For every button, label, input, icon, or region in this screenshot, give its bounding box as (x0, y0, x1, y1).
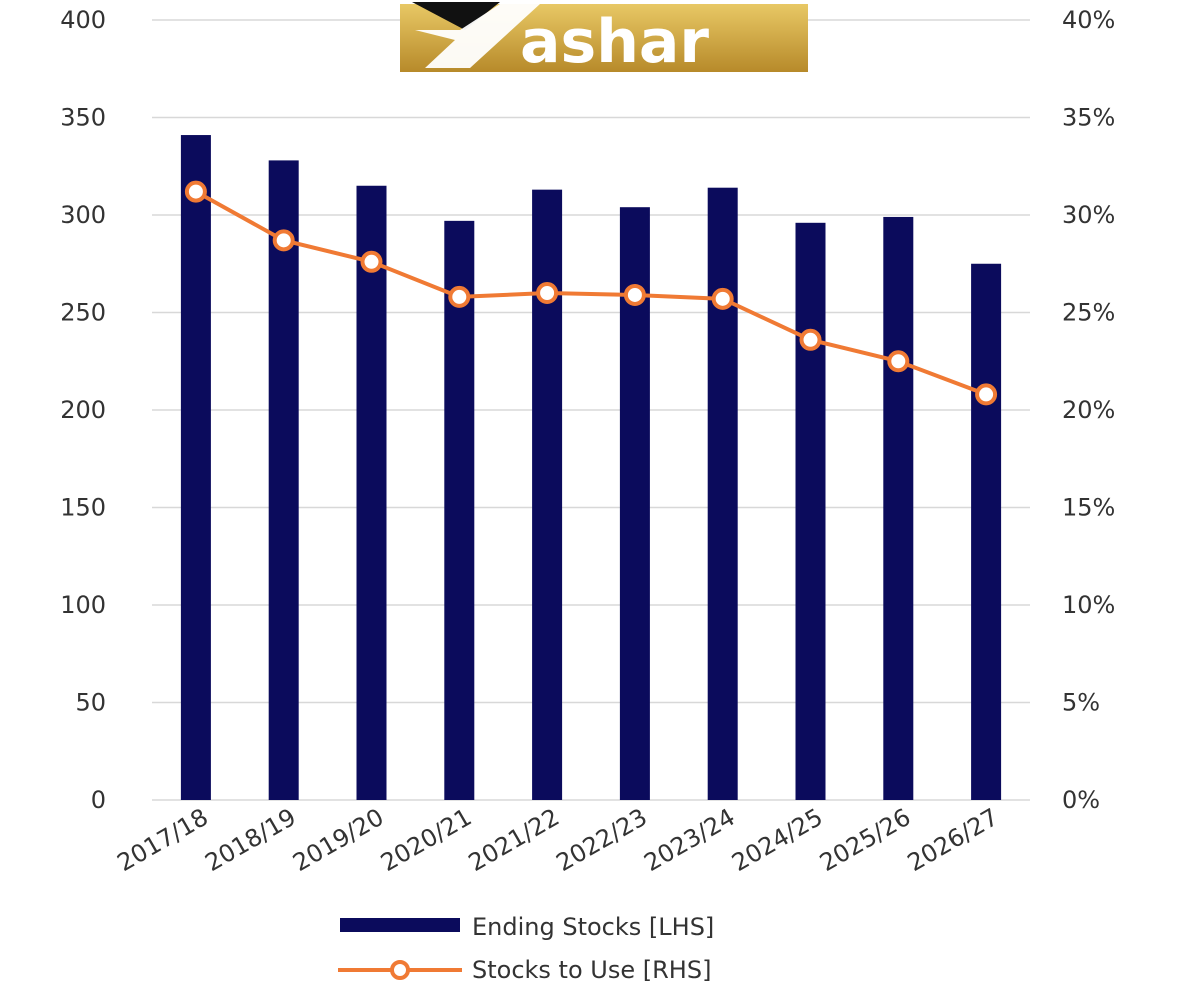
line-point (448, 285, 471, 308)
y-right-tick-label: 40% (1062, 6, 1115, 34)
y-right-tick-label: 5% (1062, 689, 1100, 717)
logo: ashar (400, 2, 808, 77)
stocks-to-use-line (194, 189, 987, 397)
legend-line-marker (390, 960, 410, 980)
line-point (623, 283, 646, 306)
line-point (975, 383, 998, 406)
bar (883, 216, 914, 800)
x-tick-label: 2017/18 (113, 803, 213, 877)
line-point (536, 282, 559, 304)
y-left-tick-label: 0 (91, 786, 106, 814)
line-point (887, 350, 910, 373)
legend: Ending Stocks [LHS] Stocks to Use [RHS] (338, 913, 714, 984)
legend-label-stocks-to-use: Stocks to Use [RHS] (472, 956, 711, 984)
y-right-tick-label: 15% (1062, 494, 1115, 522)
y-right-tick-label: 35% (1062, 104, 1115, 132)
x-tick-label: 2018/19 (200, 803, 300, 877)
y-left-tick-label: 100 (60, 591, 106, 619)
bar (971, 263, 1002, 800)
y-left-tick-label: 300 (60, 201, 106, 229)
bar (444, 220, 475, 801)
y-left-tick-label: 150 (60, 494, 106, 522)
y-left-tick-label: 350 (60, 104, 106, 132)
y-right-tick-label: 0% (1062, 786, 1100, 814)
logo-black-triangle (412, 2, 500, 30)
line-series (184, 180, 998, 406)
x-tick-label: 2026/27 (903, 803, 1003, 877)
bar (268, 160, 299, 800)
bar (356, 185, 387, 800)
y-right-tick-label: 30% (1062, 201, 1115, 229)
x-tick-label: 2022/23 (552, 803, 652, 877)
x-tick-label: 2019/20 (288, 803, 388, 877)
x-tick-label: 2025/26 (815, 803, 915, 877)
right-axis-ticks: 0% 5% 10% 15% 20% 25% 30% 35% 40% (1062, 6, 1115, 814)
line-point (360, 250, 383, 273)
y-right-tick-label: 10% (1062, 591, 1115, 619)
logo-text: ashar (520, 7, 709, 77)
x-tick-label: 2023/24 (639, 803, 739, 877)
bar-series (180, 135, 1002, 801)
bar (795, 222, 826, 801)
line-point (184, 180, 207, 203)
bar (619, 207, 650, 800)
line-point (711, 287, 734, 310)
logo-y-mark (415, 4, 540, 68)
y-left-tick-label: 200 (60, 396, 106, 424)
line-point (272, 229, 295, 252)
y-right-tick-label: 25% (1062, 299, 1115, 327)
y-left-tick-label: 50 (75, 689, 106, 717)
x-axis-labels: 2017/182018/192019/202020/212021/222022/… (113, 803, 1004, 877)
y-left-tick-label: 250 (60, 299, 106, 327)
line-point (799, 328, 822, 351)
bar (707, 187, 738, 800)
bar (180, 135, 211, 801)
x-tick-label: 2024/25 (727, 803, 827, 877)
left-axis-ticks: 0 50 100 150 200 250 300 350 400 (60, 6, 106, 814)
y-left-tick-label: 400 (60, 6, 106, 34)
legend-label-ending-stocks: Ending Stocks [LHS] (472, 913, 714, 941)
x-tick-label: 2020/21 (376, 803, 476, 877)
y-right-tick-label: 20% (1062, 396, 1115, 424)
x-tick-label: 2021/22 (464, 803, 564, 877)
legend-bar-swatch (340, 918, 460, 932)
bar (532, 189, 563, 800)
